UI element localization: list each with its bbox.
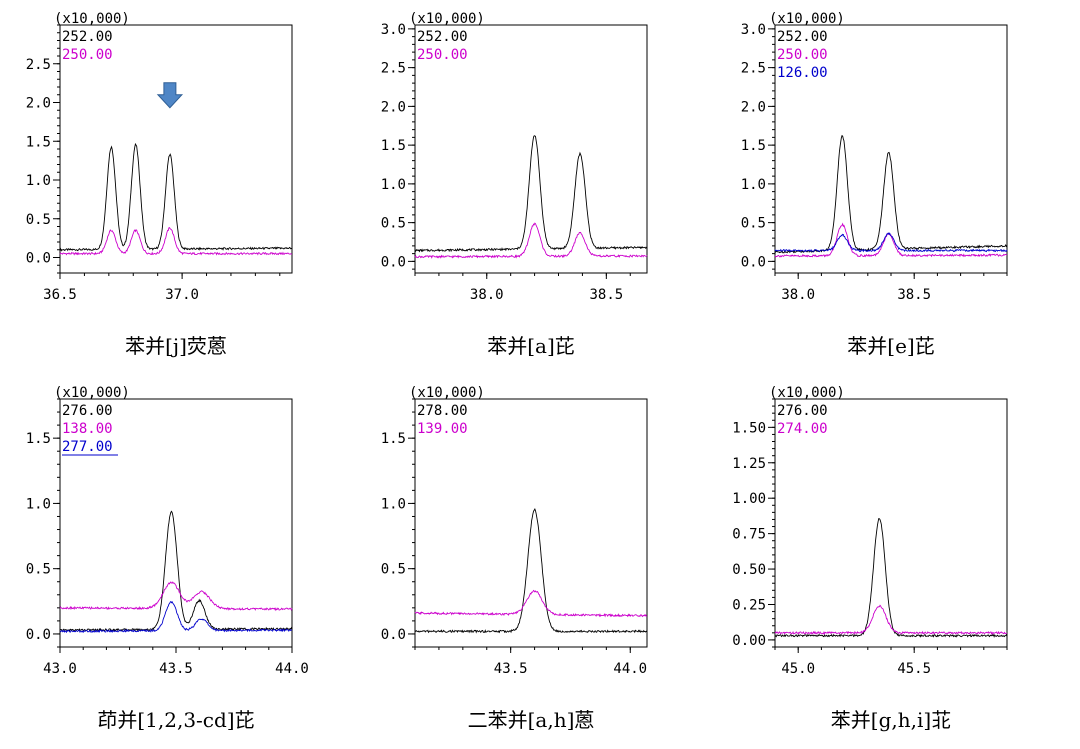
y-tick-label: 0.5 bbox=[381, 562, 406, 578]
chart-panel-benzo-ghi-perylene: 45.0 45.5 0.00 0.25 0.50 0.75 1.00 1.25 1.50 (x10… bbox=[732, 385, 1008, 732]
plot-frame bbox=[414, 398, 648, 648]
series-line-250-00 bbox=[59, 227, 293, 256]
down-arrow-icon bbox=[156, 82, 184, 109]
series-line-139-00 bbox=[414, 589, 648, 618]
y-tick-label: 2.0 bbox=[741, 99, 766, 115]
y-tick-label: 2.5 bbox=[741, 61, 766, 77]
chart-panel-benzo-j-fluoranthene: 36.5 37.0 0.0 0.5 1.0 1.5 2.0 2.5 (x10,000) 252.0… bbox=[26, 11, 293, 358]
x-tick-label: 36.5 bbox=[43, 287, 77, 303]
y-tick-label: 1.50 bbox=[732, 420, 766, 436]
legend-entry-1: 250.00 bbox=[62, 47, 113, 63]
chart-panel-dibenz-a-h-anthracene: 43.5 44.0 0.0 0.5 1.0 1.5 (x10,000) 278.00 139.0… bbox=[381, 385, 648, 732]
legend-entry-0: 252.00 bbox=[777, 29, 828, 45]
x-tick-label: 45.5 bbox=[897, 661, 931, 677]
y-tick-label: 1.0 bbox=[741, 177, 766, 193]
x-tick-label: 44.0 bbox=[613, 661, 647, 677]
y-tick-label: 3.0 bbox=[741, 22, 766, 38]
x-tick-label: 44.0 bbox=[275, 661, 309, 677]
legend-entry-2: 126.00 bbox=[777, 65, 828, 81]
legend-entry-1: 274.00 bbox=[777, 421, 828, 437]
x-tick-label: 38.0 bbox=[781, 287, 815, 303]
scale-label: (x10,000) bbox=[769, 11, 845, 27]
series-line-252-00 bbox=[59, 142, 293, 252]
y-tick-label: 0.25 bbox=[732, 597, 766, 613]
series-line-274-00 bbox=[774, 604, 1008, 636]
chart-panel-benzo-a-pyrene: 38.0 38.5 0.0 0.5 1.0 1.5 2.0 2.5 3.0(x10,000) 25… bbox=[381, 11, 648, 358]
chart-caption: 苯并[e]芘 bbox=[847, 334, 934, 358]
chart-caption: 苯并[g,h,i]苝 bbox=[831, 708, 951, 732]
y-tick-label: 1.5 bbox=[741, 138, 766, 154]
y-tick-label: 0.0 bbox=[26, 251, 51, 267]
y-tick-label: 1.5 bbox=[26, 431, 51, 447]
x-tick-label: 38.5 bbox=[897, 287, 931, 303]
x-tick-label: 38.5 bbox=[589, 287, 623, 303]
y-tick-label: 1.5 bbox=[381, 138, 406, 154]
y-tick-label: 0.50 bbox=[732, 562, 766, 578]
series-line-138-00 bbox=[59, 581, 293, 612]
series-line-277-00 bbox=[59, 600, 293, 634]
y-tick-label: 1.25 bbox=[732, 456, 766, 472]
x-tick-label: 43.5 bbox=[159, 661, 193, 677]
legend-entry-0: 252.00 bbox=[417, 29, 468, 45]
legend-entry-0: 276.00 bbox=[62, 403, 113, 419]
series-line-126-00 bbox=[774, 232, 1008, 253]
y-tick-label: 1.0 bbox=[26, 173, 51, 189]
chart-panel-benzo-e-pyrene: 38.0 38.5 0.0 0.5 1.0 1.5 2.0 2.5 3.0(x10,000) 25… bbox=[741, 11, 1008, 358]
y-tick-label: 0.0 bbox=[381, 254, 406, 270]
y-tick-label: 1.0 bbox=[26, 496, 51, 512]
x-tick-label: 38.0 bbox=[470, 287, 504, 303]
legend-entry-1: 138.00 bbox=[62, 421, 113, 437]
y-tick-label: 0.0 bbox=[26, 627, 51, 643]
series-line-278-00 bbox=[414, 508, 648, 634]
y-tick-label: 2.5 bbox=[26, 57, 51, 73]
scale-label: (x10,000) bbox=[54, 385, 130, 401]
legend-entry-0: 252.00 bbox=[62, 29, 113, 45]
y-tick-label: 2.5 bbox=[381, 61, 406, 77]
series-line-250-00 bbox=[414, 222, 648, 259]
legend-entry-1: 250.00 bbox=[777, 47, 828, 63]
scale-label: (x10,000) bbox=[409, 11, 485, 27]
legend-entry-1: 139.00 bbox=[417, 421, 468, 437]
legend-entry-1: 250.00 bbox=[417, 47, 468, 63]
y-tick-label: 3.0 bbox=[381, 22, 406, 38]
series-line-276-00 bbox=[59, 510, 293, 632]
series-line-252-00 bbox=[414, 135, 648, 253]
chart-caption: 茚并[1,2,3-cd]芘 bbox=[97, 708, 254, 732]
y-tick-label: 0.0 bbox=[741, 254, 766, 270]
y-tick-label: 0.0 bbox=[381, 627, 406, 643]
y-tick-label: 1.5 bbox=[26, 134, 51, 150]
y-tick-label: 0.5 bbox=[381, 216, 406, 232]
x-tick-label: 43.5 bbox=[494, 661, 528, 677]
chart-caption: 苯并[j]荧蒽 bbox=[125, 334, 227, 358]
y-tick-label: 1.00 bbox=[732, 491, 766, 507]
y-tick-label: 0.5 bbox=[26, 212, 51, 228]
series-line-276-00 bbox=[774, 517, 1008, 638]
chart-panel-indeno-pyrene: 43.0 43.5 44.0 0.0 0.5 1.0 1.5 (x10,000) 276.00 1… bbox=[26, 385, 309, 732]
chart-caption: 二苯并[a,h]蒽 bbox=[468, 708, 595, 732]
y-tick-label: 1.5 bbox=[381, 431, 406, 447]
plot-frame bbox=[414, 24, 648, 274]
x-tick-label: 43.0 bbox=[43, 661, 77, 677]
y-tick-label: 1.0 bbox=[381, 177, 406, 193]
y-tick-label: 2.0 bbox=[381, 99, 406, 115]
y-tick-label: 0.00 bbox=[732, 633, 766, 649]
y-tick-label: 1.0 bbox=[381, 496, 406, 512]
x-tick-label: 45.0 bbox=[781, 661, 815, 677]
series-line-250-00 bbox=[774, 222, 1008, 258]
chart-caption: 苯并[a]芘 bbox=[487, 334, 575, 358]
y-tick-label: 2.0 bbox=[26, 96, 51, 112]
x-tick-label: 37.0 bbox=[165, 287, 199, 303]
legend-entry-0: 278.00 bbox=[417, 403, 468, 419]
y-tick-label: 0.5 bbox=[741, 216, 766, 232]
y-tick-label: 0.5 bbox=[26, 562, 51, 578]
legend-entry-0: 276.00 bbox=[777, 403, 828, 419]
scale-label: (x10,000) bbox=[769, 385, 845, 401]
legend-entry-2: 277.00 bbox=[62, 439, 113, 455]
scale-label: (x10,000) bbox=[409, 385, 485, 401]
scale-label: (x10,000) bbox=[54, 11, 130, 27]
y-tick-label: 0.75 bbox=[732, 527, 766, 543]
